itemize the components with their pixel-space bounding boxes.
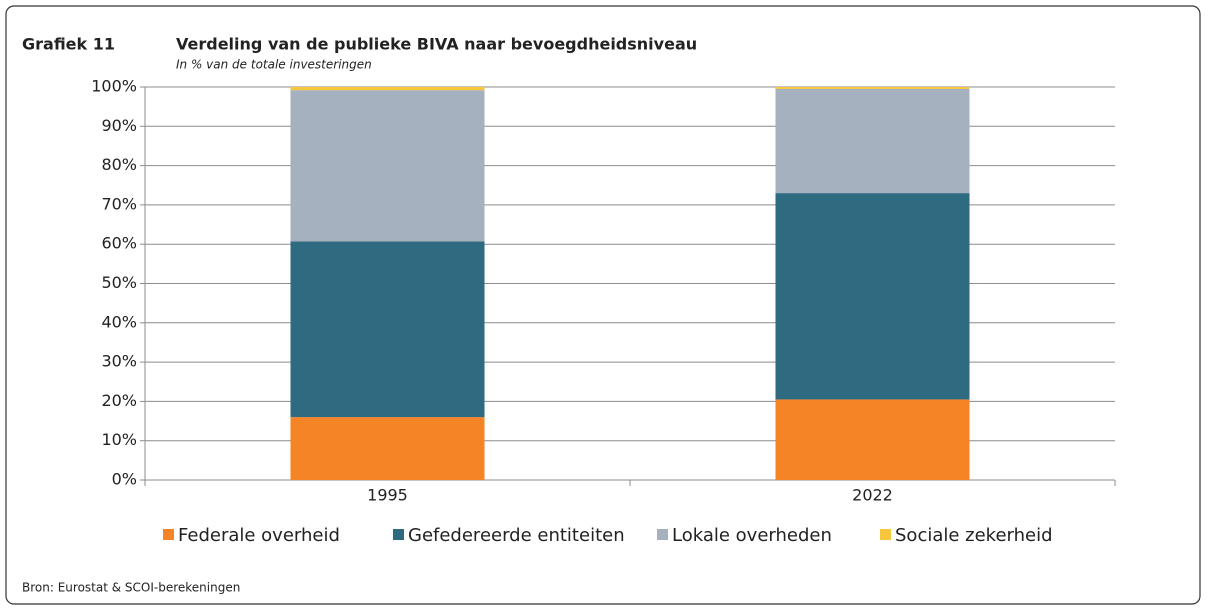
legend-swatch bbox=[393, 529, 404, 540]
y-tick-label: 20% bbox=[101, 391, 137, 410]
x-tick-label: 1995 bbox=[367, 486, 408, 505]
legend-label: Federale overheid bbox=[178, 525, 340, 546]
chart-title: Verdeling van de publieke BIVA naar bevo… bbox=[176, 35, 697, 54]
bar-segment bbox=[290, 90, 485, 242]
y-tick-label: 100% bbox=[91, 77, 137, 96]
y-tick-label: 40% bbox=[101, 312, 137, 331]
x-tick-label: 2022 bbox=[852, 486, 893, 505]
y-tick-label: 30% bbox=[101, 352, 137, 371]
frame bbox=[5, 5, 1201, 605]
bar-segment bbox=[775, 399, 970, 480]
y-tick-label: 80% bbox=[101, 155, 137, 174]
bar-segment bbox=[290, 87, 485, 91]
legend-swatch bbox=[657, 529, 668, 540]
bar-segment bbox=[775, 87, 970, 89]
bar-segment bbox=[290, 241, 485, 418]
chart-label: Grafiek 11 bbox=[22, 35, 115, 54]
chart-subtitle: In % van de totale investeringen bbox=[176, 58, 372, 72]
y-tick-label: 90% bbox=[101, 116, 137, 135]
y-tick-label: 0% bbox=[112, 470, 137, 489]
legend-label: Gefedereerde entiteiten bbox=[408, 525, 625, 546]
legend-label: Lokale overheden bbox=[672, 525, 832, 546]
legend-swatch bbox=[163, 529, 174, 540]
legend-label: Sociale zekerheid bbox=[895, 525, 1053, 546]
bar-segment bbox=[775, 88, 970, 194]
legend-swatch bbox=[880, 529, 891, 540]
y-tick-label: 10% bbox=[101, 430, 137, 449]
y-tick-label: 50% bbox=[101, 273, 137, 292]
source: Bron: Eurostat & SCOI-berekeningen bbox=[22, 581, 240, 595]
y-tick-label: 60% bbox=[101, 234, 137, 253]
bar-segment bbox=[290, 417, 485, 480]
y-tick-label: 70% bbox=[101, 194, 137, 213]
bar-segment bbox=[775, 193, 970, 400]
